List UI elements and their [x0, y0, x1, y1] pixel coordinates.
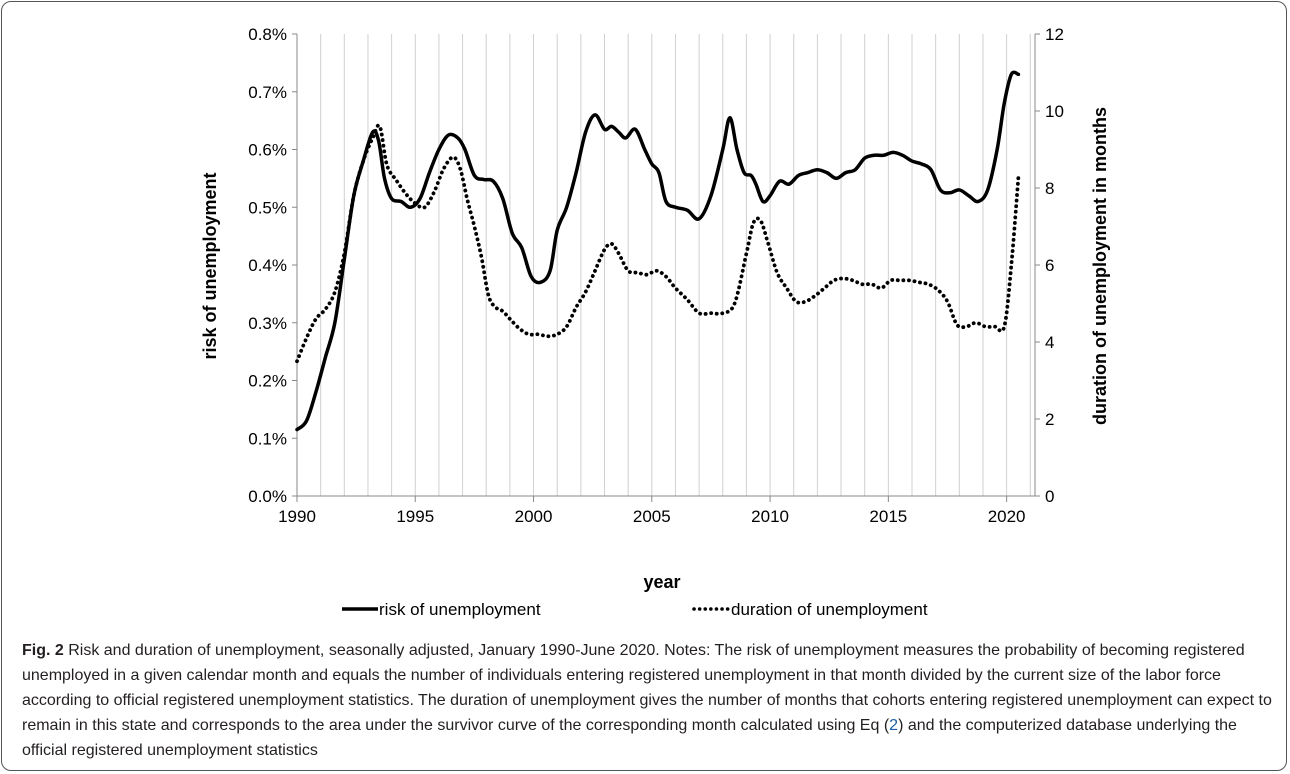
y2-tick-label: 12: [1045, 25, 1064, 44]
grid-lines: [320, 34, 1031, 496]
axes: [292, 33, 1040, 502]
y-tick-label: 0.4%: [248, 256, 287, 275]
x-tick-label: 2010: [751, 507, 789, 526]
y-tick-label: 0.3%: [248, 314, 287, 333]
x-tick-label: 2015: [869, 507, 907, 526]
y-tick-label: 0.5%: [248, 198, 287, 217]
legend-label-duration: duration of unemployment: [731, 600, 928, 619]
x-tick-label: 2000: [515, 507, 553, 526]
equation-reference-link[interactable]: 2: [889, 717, 899, 734]
legend-label-risk: risk of unemployment: [379, 600, 541, 619]
x-tick-label: 1990: [278, 507, 316, 526]
y-tick-label: 0.7%: [248, 83, 287, 102]
x-axis-title: year: [643, 572, 680, 592]
series-line-risk: [295, 70, 1021, 432]
y-axis-title: risk of unemployment: [200, 172, 220, 359]
y-tick-label: 0.2%: [248, 372, 287, 391]
chart: 0.0% 0.1% 0.2% 0.3% 0.4% 0.5% 0.6% 0.7% 0.8% 0 2 4 6…: [200, 25, 1110, 619]
y2-tick-label: 2: [1045, 410, 1054, 429]
y-tick-label: 0.1%: [248, 429, 287, 448]
series-line-duration: [295, 123, 1021, 364]
series-lines: [295, 70, 1021, 432]
y2-tick-label: 8: [1045, 179, 1054, 198]
caption-text-end: ) and the computerized database underlyi…: [22, 717, 1237, 759]
y2-tick-label: 10: [1045, 102, 1064, 121]
figure-label: Fig. 2: [22, 642, 64, 659]
legend: risk of unemployment duration of unemplo…: [342, 600, 928, 619]
x-tick-label: 1995: [396, 507, 434, 526]
y-tick-label: 0.0%: [248, 487, 287, 506]
y2-tick-label: 6: [1045, 256, 1054, 275]
y2-tick-label: 4: [1045, 333, 1054, 352]
y2-axis-title: duration of unemployment in months: [1090, 107, 1110, 425]
y-tick-label: 0.6%: [248, 141, 287, 160]
y-tick-label: 0.8%: [248, 25, 287, 44]
x-tick-label: 2020: [988, 507, 1026, 526]
figure-caption: Fig. 2 Risk and duration of unemployment…: [22, 638, 1272, 763]
tick-labels: 0.0% 0.1% 0.2% 0.3% 0.4% 0.5% 0.6% 0.7% 0.8% 0 2 4 6…: [248, 25, 1064, 526]
x-tick-label: 2005: [633, 507, 671, 526]
y2-tick-label: 0: [1045, 487, 1054, 506]
caption-text: Risk and duration of unemployment, seaso…: [22, 642, 1272, 734]
